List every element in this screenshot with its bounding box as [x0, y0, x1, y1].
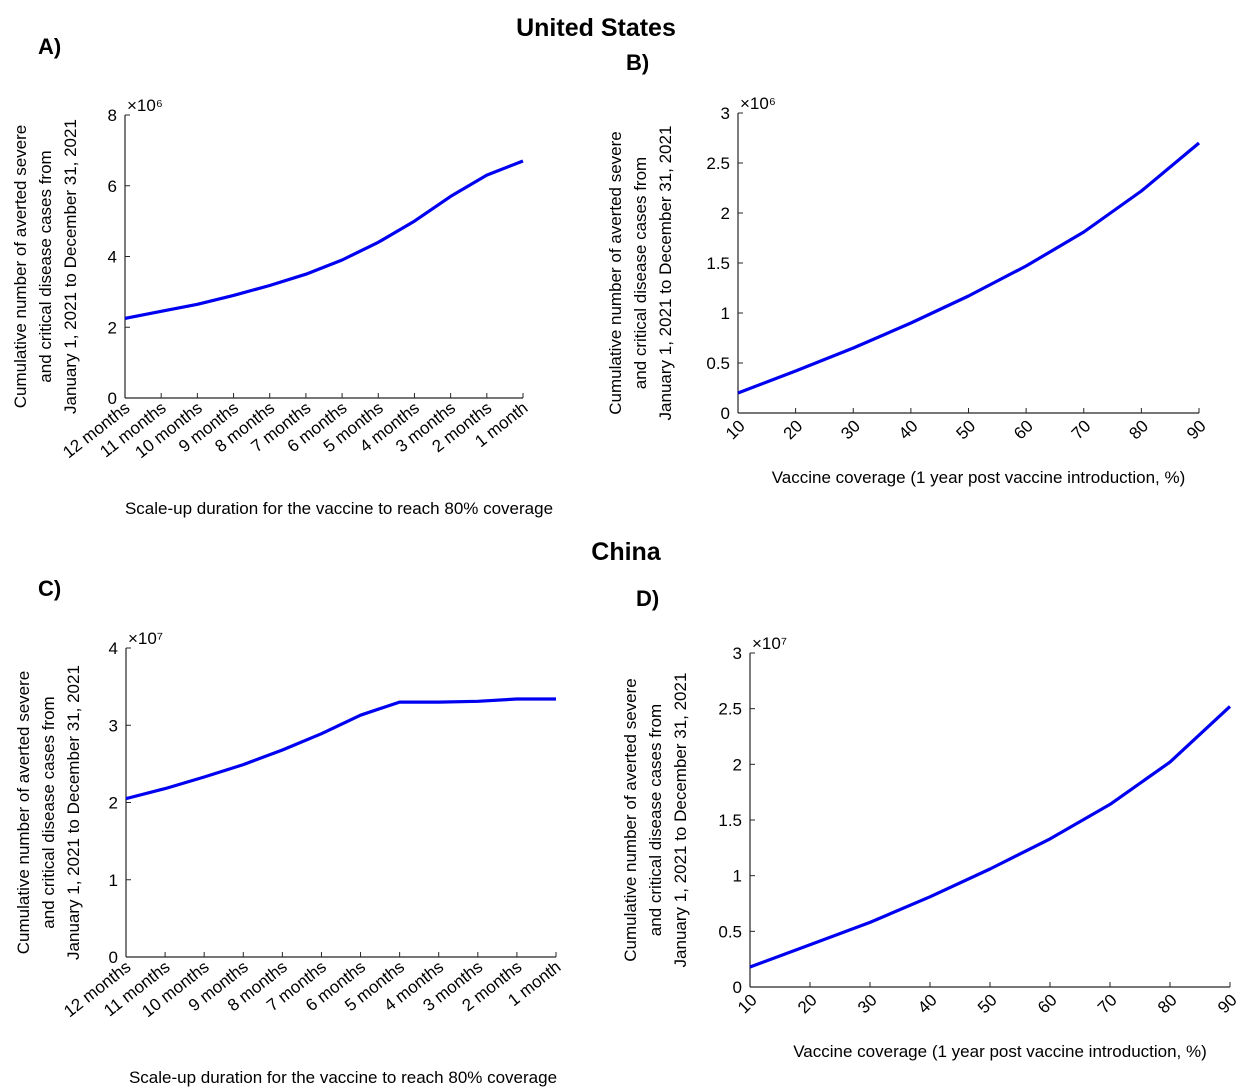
series-line	[125, 697, 556, 801]
x-tick-label: 40	[895, 416, 922, 443]
x-tick-label: 20	[794, 990, 821, 1017]
series-line	[749, 705, 1232, 969]
y-axis-label-line: Cumulative number of averted severe	[606, 131, 625, 414]
y-axis-label-line: and critical disease cases from	[39, 696, 58, 928]
panel-label: C)	[38, 576, 61, 601]
y-exponent-label: ×10⁷	[752, 634, 787, 653]
y-axis-label-line: January 1, 2021 to December 31, 2021	[61, 119, 80, 414]
y-axis-label-line: and critical disease cases from	[36, 150, 55, 382]
y-tick-label: 2	[108, 318, 117, 337]
x-tick-label: 90	[1214, 990, 1241, 1017]
y-axis-label-line: Cumulative number of averted severe	[14, 671, 33, 954]
x-axis-label: Vaccine coverage (1 year post vaccine in…	[793, 1042, 1207, 1061]
panel-label: B)	[626, 50, 649, 75]
y-axis-label-line: Cumulative number of averted severe	[11, 125, 30, 408]
x-axis-label: Vaccine coverage (1 year post vaccine in…	[772, 468, 1186, 487]
y-tick-label: 6	[108, 177, 117, 196]
section-title-united-states: United States	[516, 14, 676, 42]
y-tick-label: 1	[109, 871, 118, 890]
y-axis-label-line: and critical disease cases from	[631, 157, 650, 389]
x-tick-label: 50	[974, 990, 1001, 1017]
x-tick-label: 60	[1010, 416, 1037, 443]
y-axis-label-line: January 1, 2021 to December 31, 2021	[671, 673, 690, 968]
y-axis-label-line: January 1, 2021 to December 31, 2021	[64, 665, 83, 960]
x-tick-label: 20	[780, 416, 807, 443]
x-tick-label: 50	[953, 416, 980, 443]
y-tick-label: 3	[721, 104, 730, 123]
x-tick-label: 80	[1154, 990, 1181, 1017]
y-tick-label: 1.5	[718, 811, 742, 830]
y-axis-label-line: and critical disease cases from	[646, 704, 665, 936]
x-tick-label: 30	[837, 416, 864, 443]
x-tick-label: 80	[1125, 416, 1152, 443]
y-exponent-label: ×10⁶	[127, 96, 163, 115]
x-tick-label: 90	[1183, 416, 1210, 443]
y-tick-label: 0	[733, 978, 742, 997]
y-axis-label-line: Cumulative number of averted severe	[621, 678, 640, 961]
series-line	[124, 159, 524, 320]
y-tick-label: 0.5	[706, 354, 730, 373]
y-tick-label: 0	[108, 389, 117, 408]
y-tick-label: 3	[109, 716, 118, 735]
section-title-china: China	[591, 538, 662, 566]
x-axis-label: Scale-up duration for the vaccine to rea…	[125, 499, 553, 518]
x-tick-label: 70	[1068, 416, 1095, 443]
panel-label: A)	[38, 34, 61, 59]
x-tick-label: 30	[854, 990, 881, 1017]
y-tick-label: 4	[109, 639, 118, 658]
y-tick-label: 0	[109, 948, 118, 967]
y-tick-label: 2.5	[718, 700, 742, 719]
x-tick-label: 60	[1034, 990, 1061, 1017]
y-tick-label: 0.5	[718, 922, 742, 941]
y-tick-label: 4	[108, 248, 117, 267]
y-tick-label: 1.5	[706, 254, 730, 273]
y-tick-label: 2.5	[706, 154, 730, 173]
y-tick-label: 1	[733, 867, 742, 886]
y-tick-label: 0	[721, 404, 730, 423]
y-tick-label: 2	[721, 204, 730, 223]
x-axis-label: Scale-up duration for the vaccine to rea…	[129, 1068, 557, 1087]
series-line	[737, 141, 1201, 395]
y-tick-label: 3	[733, 644, 742, 663]
y-exponent-label: ×10⁷	[128, 629, 163, 648]
x-tick-label: 40	[914, 990, 941, 1017]
y-tick-label: 2	[733, 755, 742, 774]
panel-label: D)	[636, 586, 659, 611]
y-tick-label: 8	[108, 106, 117, 125]
y-tick-label: 1	[721, 304, 730, 323]
x-tick-label: 70	[1094, 990, 1121, 1017]
y-exponent-label: ×10⁶	[740, 94, 776, 113]
y-tick-label: 2	[109, 794, 118, 813]
y-axis-label-line: January 1, 2021 to December 31, 2021	[656, 126, 675, 421]
